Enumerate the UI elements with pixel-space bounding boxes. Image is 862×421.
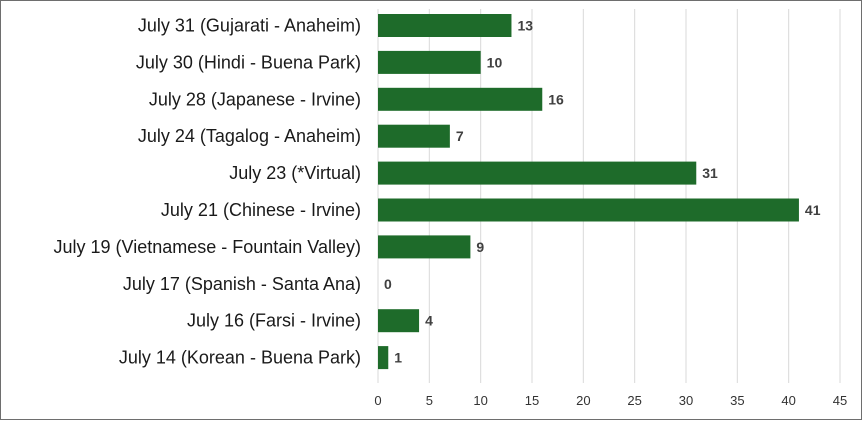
- x-tick-label: 0: [374, 393, 381, 408]
- category-label: July 23 (*Virtual): [229, 163, 361, 183]
- bar: [378, 161, 697, 185]
- category-label: July 31 (Gujarati - Anaheim): [138, 16, 361, 36]
- data-label: 7: [456, 128, 464, 144]
- data-label: 9: [476, 239, 484, 255]
- x-tick-label: 10: [473, 393, 487, 408]
- data-label: 16: [548, 91, 564, 107]
- category-label: July 17 (Spanish - Santa Ana): [123, 274, 361, 294]
- x-tick-label: 45: [833, 393, 847, 408]
- bars: [378, 14, 799, 370]
- data-label: 4: [425, 313, 433, 329]
- x-tick-label: 40: [781, 393, 795, 408]
- bar: [378, 87, 543, 111]
- x-tick-label: 35: [730, 393, 744, 408]
- bar: [378, 124, 450, 148]
- bar: [378, 14, 512, 37]
- bar: [378, 235, 471, 259]
- bar: [378, 50, 481, 74]
- x-tick-label: 15: [525, 393, 539, 408]
- data-label: 41: [805, 202, 821, 218]
- data-label: 10: [487, 54, 503, 70]
- bar: [378, 309, 420, 333]
- x-axis-tick-labels: 0 5 10 15 20 25 30 35 40 45: [374, 393, 847, 408]
- category-label: July 16 (Farsi - Irvine): [187, 311, 361, 331]
- category-label: July 14 (Korean - Buena Park): [119, 348, 361, 368]
- x-tick-label: 20: [576, 393, 590, 408]
- category-label: July 24 (Tagalog - Anaheim): [138, 126, 361, 146]
- bar: [378, 198, 799, 222]
- x-tick-label: 30: [679, 393, 693, 408]
- category-label: July 30 (Hindi - Buena Park): [136, 52, 361, 72]
- data-label: 31: [702, 165, 718, 181]
- category-label: July 21 (Chinese - Irvine): [161, 200, 361, 220]
- data-label: 1: [394, 350, 402, 366]
- data-label: 0: [384, 276, 392, 292]
- category-labels: July 31 (Gujarati - Anaheim) July 30 (Hin…: [54, 16, 362, 368]
- x-tick-label: 25: [627, 393, 641, 408]
- category-label: July 19 (Vietnamese - Fountain Valley): [54, 237, 362, 257]
- category-label: July 28 (Japanese - Irvine): [149, 89, 361, 109]
- x-tick-label: 5: [426, 393, 433, 408]
- data-label: 13: [517, 18, 533, 34]
- bar: [378, 346, 389, 370]
